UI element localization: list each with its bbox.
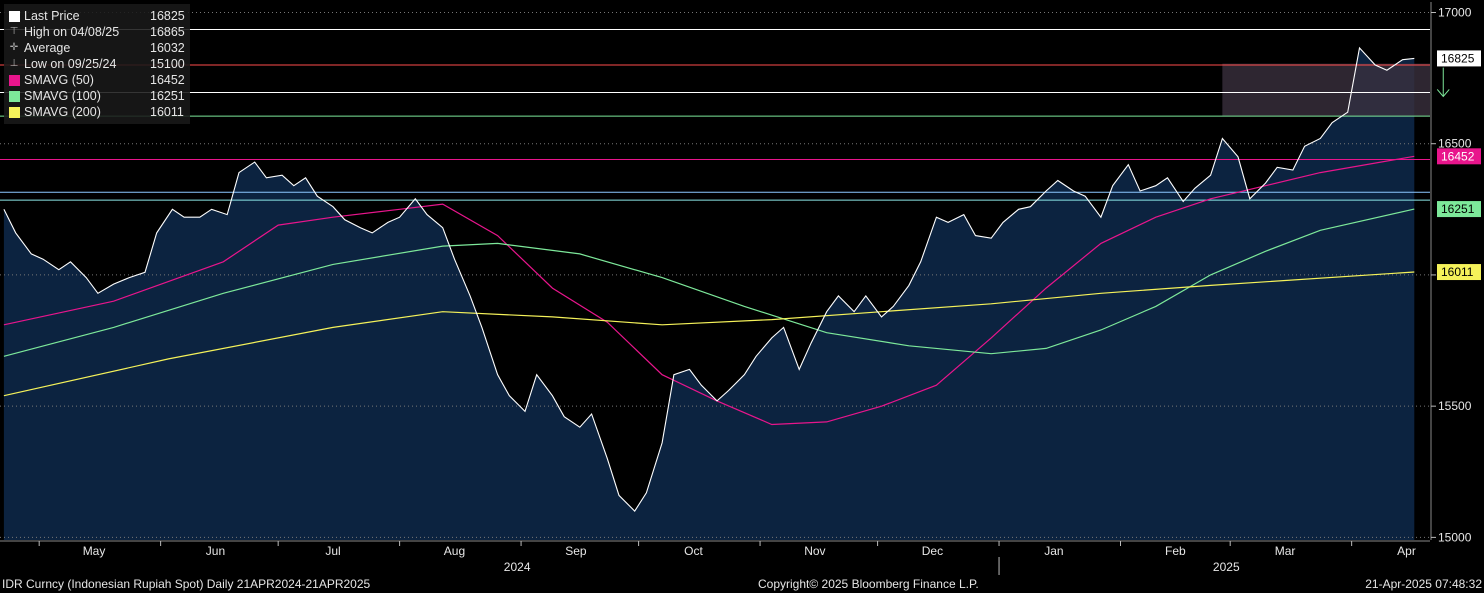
price-tag-label: 16825 (1441, 51, 1475, 65)
sma-line (3, 271, 1415, 397)
price-tag-label: 16452 (1441, 149, 1475, 163)
green-square-icon (8, 90, 20, 102)
legend-label: Low on 09/25/24 (24, 57, 117, 71)
x-month-label: May (83, 544, 106, 558)
legend-value: 16011 (150, 105, 184, 119)
magenta-square-icon (8, 74, 20, 86)
white-square-icon (8, 10, 20, 22)
y-tick-label: 17000 (1438, 5, 1472, 19)
average-marker-icon: ✛ (9, 42, 19, 53)
x-month-label: Aug (444, 544, 465, 558)
x-month-label: Nov (804, 544, 825, 558)
price-chart: 1500015500160001650017000168251645216251… (0, 2, 1481, 575)
legend-label: Last Price (24, 9, 80, 23)
x-month-label: Dec (922, 544, 943, 558)
legend-value: 16251 (150, 89, 185, 103)
chart-footer: IDR Curncy (Indonesian Rupiah Spot) Dail… (0, 575, 1484, 593)
sma-line (3, 155, 1415, 426)
legend-value: 16865 (150, 25, 185, 39)
down-arrow-head-icon (1436, 89, 1450, 98)
price-tag (1437, 264, 1481, 281)
legend-item-last-price[interactable]: Last Price 16825 (8, 8, 190, 24)
y-tick-label: 15500 (1438, 399, 1472, 413)
yellow-square-icon (8, 106, 20, 118)
x-year-label: 2025 (1213, 560, 1240, 574)
price-area-fill (3, 47, 1415, 541)
x-month-label: Sep (565, 544, 587, 558)
high-marker-icon: ⊤ (9, 26, 19, 37)
price-tag-label: 16011 (1441, 265, 1474, 279)
x-month-label: Oct (684, 544, 703, 558)
price-tag (1437, 201, 1481, 218)
legend-label: SMAVG (100) (24, 89, 101, 103)
footer-timestamp: 21-Apr-2025 07:48:32 (1365, 577, 1482, 591)
legend-label: SMAVG (200) (24, 105, 101, 119)
legend-item-high[interactable]: ⊤ High on 04/08/25 16865 (8, 24, 190, 40)
price-tag (1437, 50, 1481, 67)
price-tag (1437, 148, 1481, 165)
x-month-label: Jul (325, 544, 340, 558)
legend-value: 16825 (150, 9, 185, 23)
footer-ticker: IDR Curncy (Indonesian Rupiah Spot) Dail… (2, 577, 371, 591)
price-tag-label: 16251 (1441, 202, 1475, 216)
legend-item-smavg-200[interactable]: SMAVG (200) 16011 (8, 104, 190, 120)
legend-item-smavg-50[interactable]: SMAVG (50) 16452 (8, 72, 190, 88)
legend-label: High on 04/08/25 (24, 25, 120, 39)
x-month-label: Apr (1397, 544, 1416, 558)
highlight-box (1222, 63, 1430, 117)
price-line (3, 46, 1415, 512)
y-tick-label: 15000 (1438, 530, 1472, 544)
sma-line (3, 208, 1415, 357)
low-marker-icon: ⊥ (9, 58, 19, 69)
legend-value: 15100 (150, 57, 185, 71)
y-tick-label: 16500 (1438, 137, 1472, 151)
legend-label: SMAVG (50) (24, 73, 94, 87)
legend-value: 16032 (150, 41, 185, 55)
chart-legend: Last Price 16825 ⊤ High on 04/08/25 1686… (4, 4, 190, 124)
footer-copyright: Copyright© 2025 Bloomberg Finance L.P. (758, 577, 979, 591)
legend-item-average[interactable]: ✛ Average 16032 (8, 40, 190, 56)
x-month-label: Mar (1275, 544, 1296, 558)
legend-item-low[interactable]: ⊥ Low on 09/25/24 15100 (8, 56, 190, 72)
x-month-label: Jun (206, 544, 225, 558)
legend-item-smavg-100[interactable]: SMAVG (100) 16251 (8, 88, 190, 104)
legend-value: 16452 (150, 73, 185, 87)
x-month-label: Jan (1044, 544, 1063, 558)
legend-label: Average (24, 41, 71, 55)
x-year-label: 2024 (504, 560, 531, 574)
x-month-label: Feb (1165, 544, 1186, 558)
